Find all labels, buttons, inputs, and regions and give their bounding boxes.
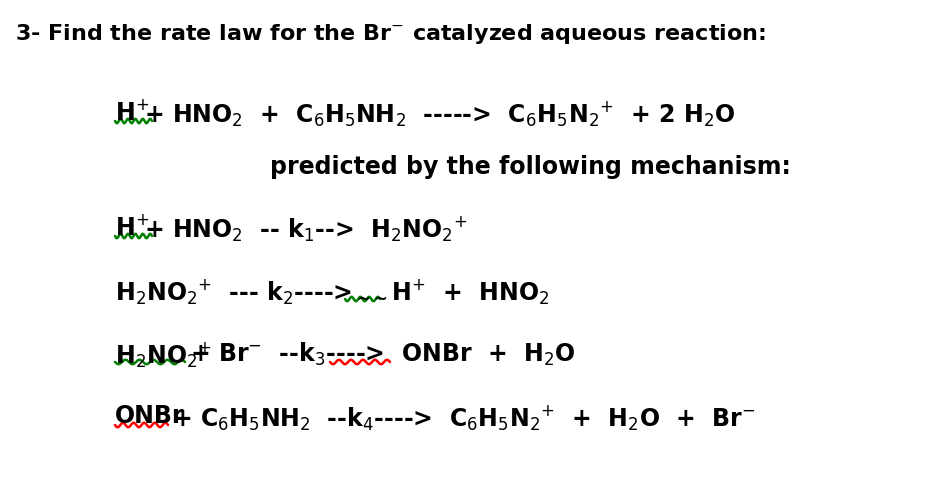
Text: + Br$^{-}$  --k$_{3}$---->  ONBr  +  H$_{2}$O: + Br$^{-}$ --k$_{3}$----> ONBr + H$_{2}$… [190, 341, 575, 368]
Text: + HNO$_{2}$  +  C$_{6}$H$_{5}$NH$_{2}$  ----->  C$_{6}$H$_{5}$N$_{2}$$^{+}$  + 2: + HNO$_{2}$ + C$_{6}$H$_{5}$NH$_{2}$ ---… [144, 100, 735, 129]
Text: H$_{2}$NO$_{2}$$^{+}$: H$_{2}$NO$_{2}$$^{+}$ [115, 341, 212, 370]
Text: + HNO$_{2}$  -- k$_{1}$-->  H$_{2}$NO$_{2}$$^{+}$: + HNO$_{2}$ -- k$_{1}$--> H$_{2}$NO$_{2}… [144, 215, 468, 244]
Text: predicted by the following mechanism:: predicted by the following mechanism: [270, 155, 791, 179]
Text: H$^{+}$: H$^{+}$ [115, 100, 149, 125]
Text: H$^{+}$: H$^{+}$ [115, 215, 149, 240]
Text: + C$_{6}$H$_{5}$NH$_{2}$  --k$_{4}$---->  C$_{6}$H$_{5}$N$_{2}$$^{+}$  +  H$_{2}: + C$_{6}$H$_{5}$NH$_{2}$ --k$_{4}$----> … [172, 404, 756, 433]
Text: 3- Find the rate law for the Br$^{-}$ catalyzed aqueous reaction:: 3- Find the rate law for the Br$^{-}$ ca… [15, 22, 766, 46]
Text: ONBr: ONBr [115, 404, 184, 428]
Text: H$_{2}$NO$_{2}$$^{+}$  --- k$_{2}$---->$_{\mathregular{\sim\!\sim}}$H$^{+}$  +  : H$_{2}$NO$_{2}$$^{+}$ --- k$_{2}$---->$_… [115, 278, 549, 307]
